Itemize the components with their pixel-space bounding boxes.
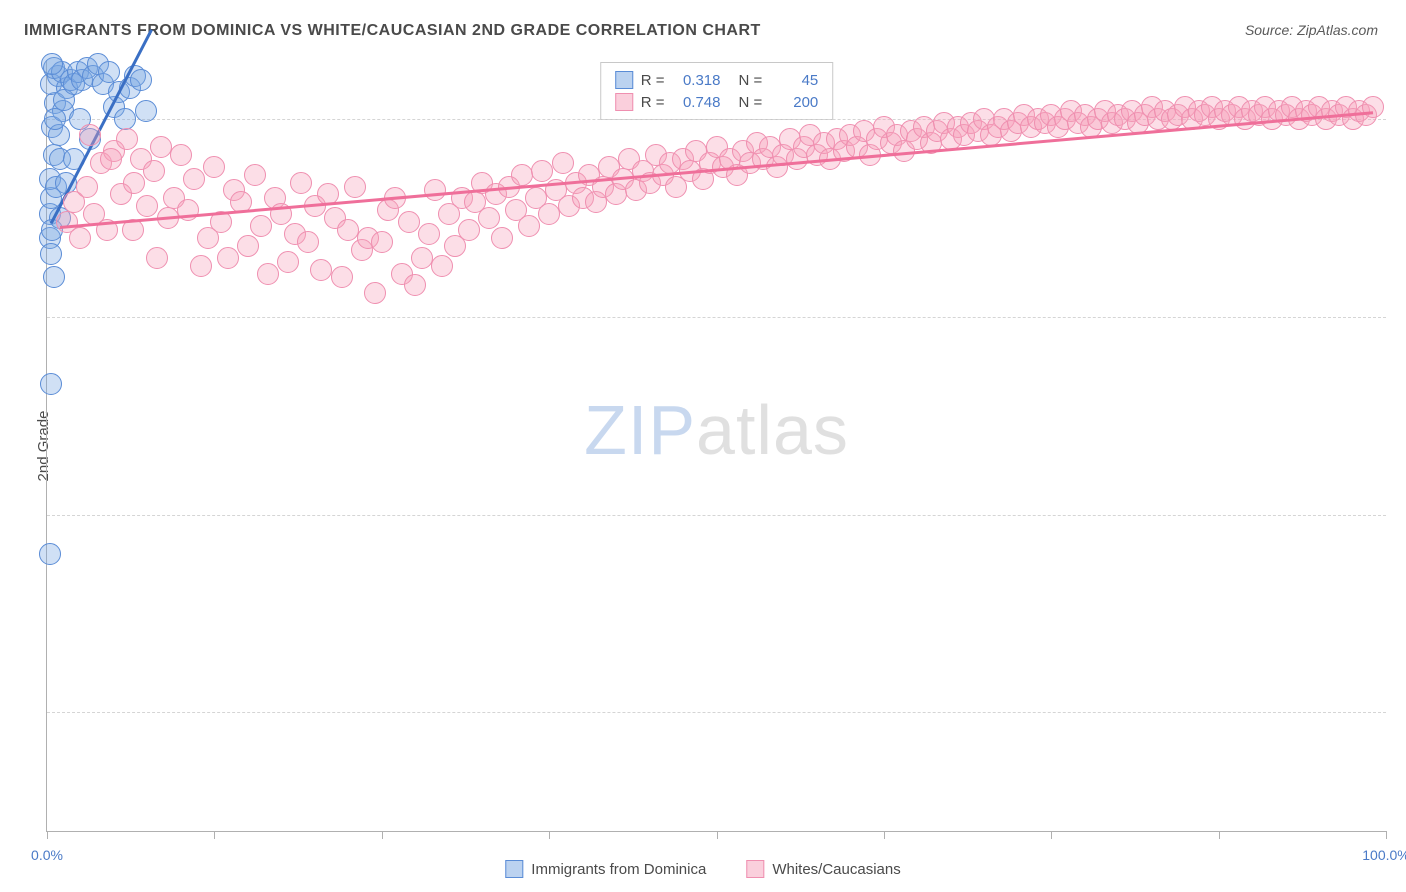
x-tick [382, 831, 383, 839]
scatter-point-whites [290, 172, 312, 194]
scatter-point-whites [518, 215, 540, 237]
scatter-point-whites [123, 172, 145, 194]
x-tick [1386, 831, 1387, 839]
scatter-point-whites [331, 266, 353, 288]
scatter-point-dominica [39, 543, 61, 565]
legend-swatch [746, 860, 764, 878]
gridline-h [47, 515, 1386, 516]
scatter-point-whites [424, 179, 446, 201]
scatter-point-whites [538, 203, 560, 225]
scatter-point-whites [411, 247, 433, 269]
scatter-point-whites [398, 211, 420, 233]
scatter-point-whites [100, 148, 122, 170]
scatter-point-dominica [135, 100, 157, 122]
x-tick [1051, 831, 1052, 839]
legend-top-row: R = 0.748 N = 200 [615, 91, 819, 113]
legend-n-value: 45 [770, 72, 818, 89]
scatter-point-whites [511, 164, 533, 186]
scatter-point-whites [203, 156, 225, 178]
scatter-point-whites [136, 195, 158, 217]
scatter-point-whites [76, 176, 98, 198]
scatter-point-whites [552, 152, 574, 174]
scatter-point-whites [116, 128, 138, 150]
legend-series-label: Immigrants from Dominica [531, 861, 706, 878]
correlation-legend: R = 0.318 N = 45 R = 0.748 N = 200 [600, 62, 834, 120]
scatter-point-dominica [40, 243, 62, 265]
x-tick [717, 831, 718, 839]
legend-bottom-item: Immigrants from Dominica [505, 860, 706, 878]
x-tick-label: 100.0% [1362, 847, 1406, 863]
legend-n-label: N = [739, 94, 763, 111]
y-tick-label: 90.0% [1396, 507, 1406, 523]
scatter-point-whites [150, 136, 172, 158]
scatter-point-whites [310, 259, 332, 281]
scatter-point-whites [250, 215, 272, 237]
scatter-point-whites [79, 124, 101, 146]
chart-plot-area: ZIPatlas R =0.318N =45R =0.748N =200 85.… [46, 60, 1386, 832]
x-tick [214, 831, 215, 839]
scatter-point-whites [297, 231, 319, 253]
scatter-point-dominica [43, 266, 65, 288]
source-value: ZipAtlas.com [1297, 22, 1378, 38]
scatter-point-whites [237, 235, 259, 257]
scatter-point-dominica [114, 108, 136, 130]
scatter-point-whites [491, 227, 513, 249]
gridline-h [47, 317, 1386, 318]
scatter-point-whites [277, 251, 299, 273]
legend-top-row: R = 0.318 N = 45 [615, 69, 819, 91]
scatter-point-whites [244, 164, 266, 186]
series-legend: Immigrants from Dominica Whites/Caucasian… [505, 860, 900, 878]
scatter-point-dominica [98, 61, 120, 83]
scatter-point-whites [183, 168, 205, 190]
scatter-point-whites [337, 219, 359, 241]
scatter-point-whites [431, 255, 453, 277]
scatter-point-whites [404, 274, 426, 296]
x-tick [47, 831, 48, 839]
scatter-point-whites [217, 247, 239, 269]
scatter-point-whites [170, 144, 192, 166]
scatter-point-whites [1362, 96, 1384, 118]
legend-swatch [615, 93, 633, 111]
scatter-point-whites [418, 223, 440, 245]
source-label: Source: [1245, 22, 1293, 38]
legend-n-label: N = [739, 72, 763, 89]
y-tick-label: 100.0% [1396, 111, 1406, 127]
x-tick [1219, 831, 1220, 839]
watermark: ZIPatlas [584, 390, 849, 470]
scatter-point-whites [190, 255, 212, 277]
x-tick-label: 0.0% [31, 847, 63, 863]
y-tick-label: 85.0% [1396, 704, 1406, 720]
legend-series-label: Whites/Caucasians [772, 861, 900, 878]
legend-r-label: R = [641, 94, 665, 111]
scatter-point-dominica [130, 69, 152, 91]
scatter-point-whites [257, 263, 279, 285]
y-tick-label: 95.0% [1396, 309, 1406, 325]
scatter-point-whites [531, 160, 553, 182]
legend-r-label: R = [641, 72, 665, 89]
legend-n-value: 200 [770, 94, 818, 111]
x-tick [549, 831, 550, 839]
scatter-point-dominica [40, 373, 62, 395]
scatter-point-whites [143, 160, 165, 182]
legend-bottom-item: Whites/Caucasians [746, 860, 900, 878]
legend-r-value: 0.318 [673, 72, 721, 89]
scatter-point-whites [458, 219, 480, 241]
x-tick [884, 831, 885, 839]
scatter-point-whites [344, 176, 366, 198]
scatter-point-whites [364, 282, 386, 304]
gridline-h [47, 712, 1386, 713]
scatter-point-whites [478, 207, 500, 229]
chart-title: IMMIGRANTS FROM DOMINICA VS WHITE/CAUCAS… [24, 22, 761, 40]
watermark-part1: ZIP [584, 391, 696, 469]
legend-swatch [505, 860, 523, 878]
scatter-point-dominica [44, 108, 66, 130]
watermark-part2: atlas [696, 391, 849, 469]
scatter-point-dominica [41, 53, 63, 75]
scatter-point-whites [371, 231, 393, 253]
legend-r-value: 0.748 [673, 94, 721, 111]
scatter-point-whites [69, 227, 91, 249]
legend-swatch [615, 71, 633, 89]
source-attribution: Source: ZipAtlas.com [1245, 22, 1378, 38]
scatter-point-whites [146, 247, 168, 269]
